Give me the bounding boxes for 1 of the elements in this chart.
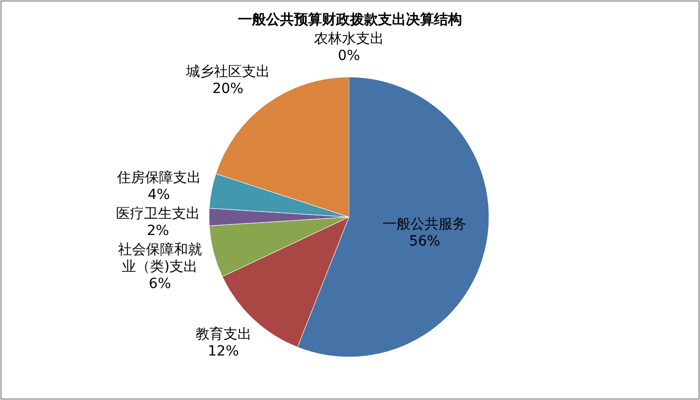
chart-title: 一般公共预算财政拨款支出决算结构 xyxy=(238,12,462,28)
